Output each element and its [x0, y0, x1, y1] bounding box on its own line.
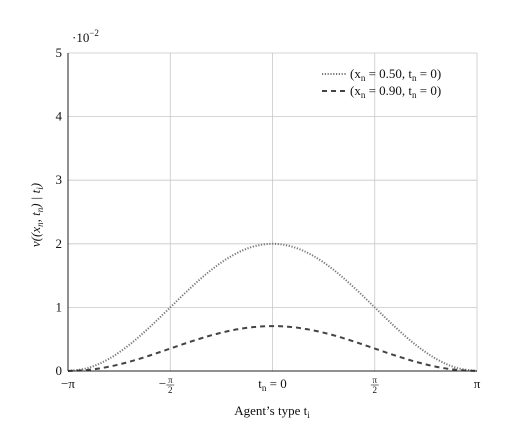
- x-tick-label: − π2: [159, 375, 175, 395]
- axes: [67, 52, 478, 372]
- y-scale-note: ·10−2: [72, 28, 99, 45]
- x-axis-label: Agent’s type ti: [234, 403, 310, 420]
- x-tick-frac-num: π: [372, 375, 377, 385]
- x-tick-labels: −π − π2 tn = 0 π2 π: [61, 375, 481, 395]
- y-tick-label: 1: [56, 299, 63, 314]
- x-tick-label: −π: [61, 376, 75, 391]
- y-tick-labels: 0 1 2 3 4 5: [56, 45, 63, 378]
- series-line-2: [67, 325, 478, 372]
- y-tick-label: 3: [56, 172, 63, 187]
- x-tick-label: tn = 0: [258, 376, 286, 393]
- grid: [68, 53, 477, 371]
- series-lines: [67, 242, 478, 372]
- legend-label-series-1: (xn = 0.50, tn = 0): [350, 66, 441, 83]
- legend-label-series-2: (xn = 0.90, tn = 0): [350, 83, 441, 100]
- y-tick-label: 2: [56, 236, 63, 251]
- y-tick-label: 0: [56, 363, 63, 378]
- y-axis-label: v((xn, tn) | ti): [28, 183, 45, 247]
- x-tick-label: π2: [370, 375, 379, 395]
- y-tick-label: 4: [56, 109, 63, 124]
- y-tick-label: 5: [56, 45, 63, 60]
- legend: (xn = 0.50, tn = 0) (xn = 0.90, tn = 0): [322, 66, 441, 100]
- x-tick-label: π: [474, 376, 481, 391]
- x-tick-sign: −: [159, 376, 166, 391]
- x-tick-frac-den: 2: [373, 385, 378, 395]
- series-line-1: [67, 242, 478, 372]
- x-tick-frac-den: 2: [168, 385, 173, 395]
- x-tick-frac-num: π: [168, 375, 173, 385]
